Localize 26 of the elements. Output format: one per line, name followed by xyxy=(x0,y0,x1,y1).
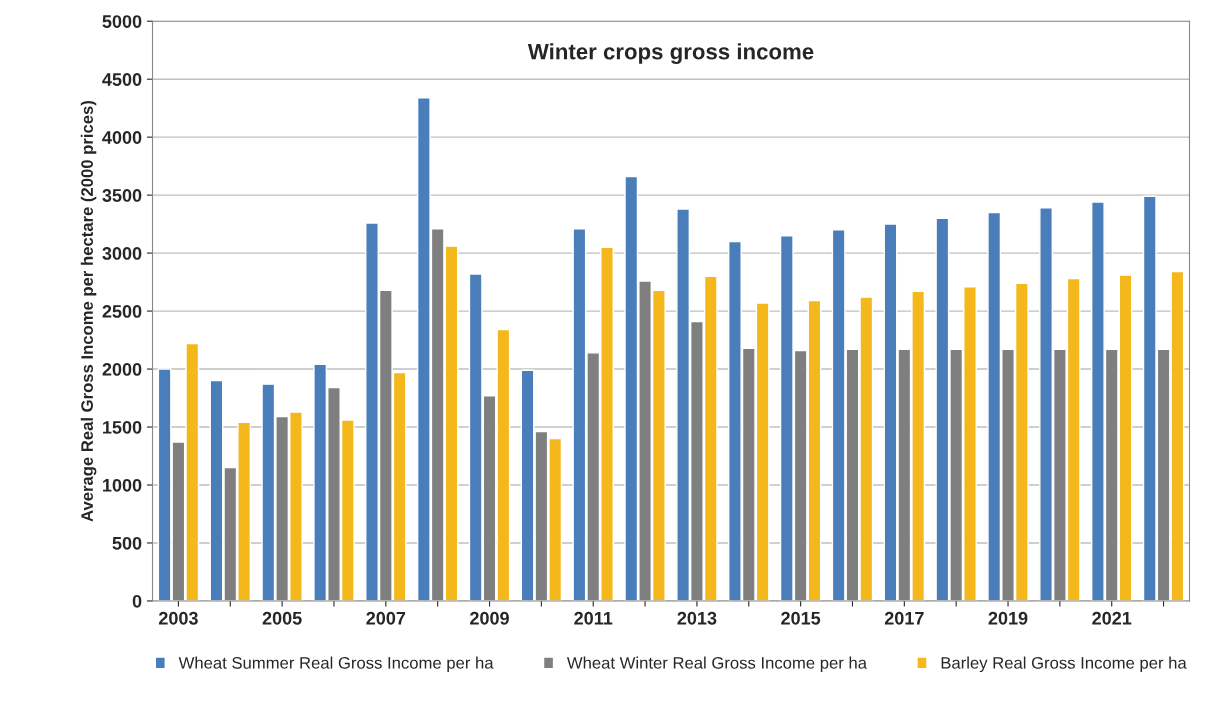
y-tick-label: 2500 xyxy=(102,305,142,318)
x-tick-label: 2017 xyxy=(884,611,924,625)
y-tick-label: 3000 xyxy=(102,247,142,260)
y-tick-label: 3500 xyxy=(102,189,142,202)
x-tick-label: 2021 xyxy=(1092,611,1132,625)
legend-label: Barley Real Gross Income per ha xyxy=(941,656,1187,673)
y-tick-label: 1500 xyxy=(103,420,142,434)
x-tick-label: 2003 xyxy=(158,611,198,625)
y-tick-label: 2000 xyxy=(102,362,142,376)
y-tick-label: 500 xyxy=(112,536,142,550)
x-tick-label: 2011 xyxy=(574,611,613,625)
legend-label: Wheat Winter Real Gross Income per ha xyxy=(566,656,867,673)
x-tick-label: 2007 xyxy=(366,611,406,625)
x-tick-label: 2009 xyxy=(470,611,509,625)
y-tick-label: 0 xyxy=(132,594,142,608)
legend-label: Wheat Summer Real Gross Income per ha xyxy=(178,656,494,673)
x-tick-label: 2019 xyxy=(988,611,1028,625)
y-tick-label: 5000 xyxy=(102,15,142,28)
x-tick-label: 2015 xyxy=(781,611,821,625)
x-tick-label: 2013 xyxy=(677,611,717,625)
y-tick-label: 1000 xyxy=(103,478,142,492)
x-tick-label: 2005 xyxy=(262,611,302,625)
y-tick-label: 4000 xyxy=(102,131,142,144)
y-tick-label: 4500 xyxy=(102,73,142,86)
text: Winter crops gross income xyxy=(527,43,814,64)
y-axis-title: Average Real Gross Income per hectare (2000 prices) xyxy=(80,100,97,522)
